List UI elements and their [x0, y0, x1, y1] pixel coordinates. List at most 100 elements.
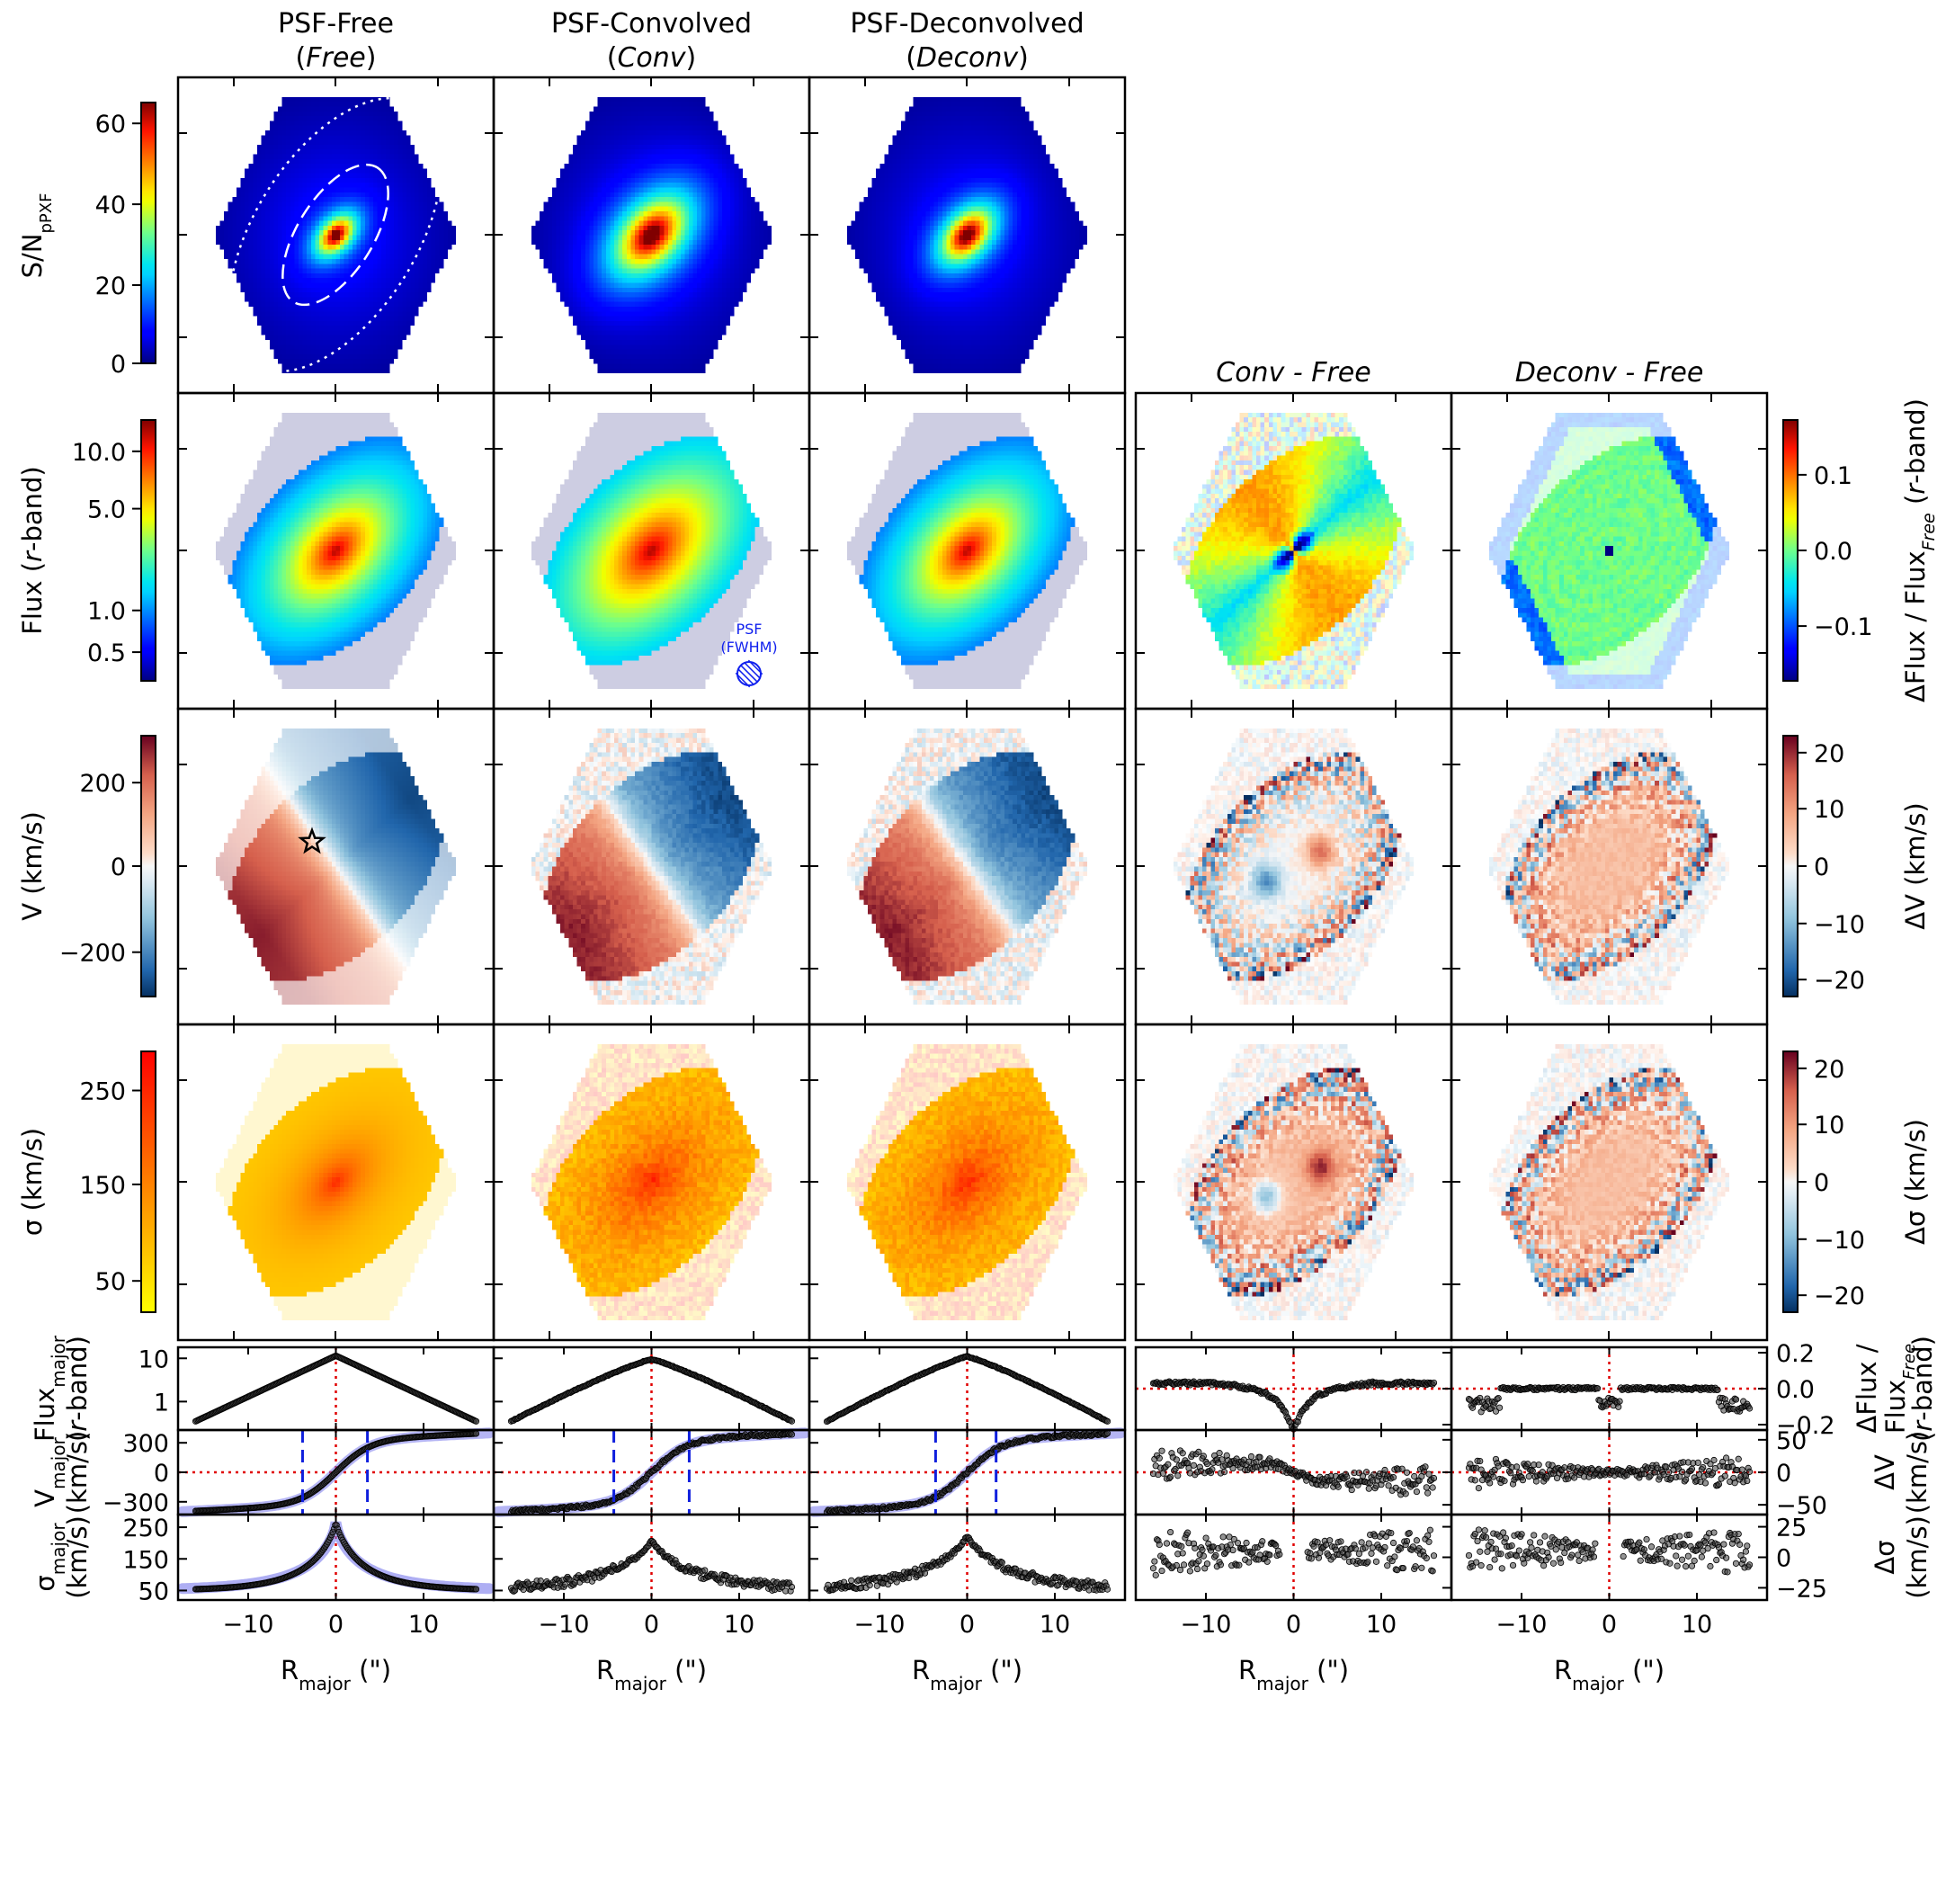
- profile-ylabel: (r-band): [1907, 1336, 1937, 1442]
- data-point: [1344, 1551, 1352, 1558]
- data-point: [1426, 1526, 1434, 1533]
- psf-fwhm-label: (FWHM): [720, 639, 777, 656]
- profile-points: [823, 1353, 1111, 1426]
- data-point: [1521, 1560, 1528, 1567]
- data-point: [1423, 1484, 1430, 1491]
- data-point: [1159, 1470, 1166, 1477]
- data-point: [1234, 1539, 1242, 1547]
- data-point: [1744, 1542, 1751, 1550]
- data-point: [1179, 1450, 1186, 1457]
- data-point: [788, 1431, 796, 1438]
- cbar-tick-label: 10: [1814, 1112, 1844, 1140]
- data-point: [1513, 1463, 1521, 1470]
- map-ylabel: V (km/s): [17, 811, 48, 921]
- cbar-tick-label: 0.1: [1814, 462, 1852, 490]
- star-marker: [298, 827, 326, 854]
- data-point: [1158, 1567, 1165, 1575]
- map-sn-1: [519, 83, 784, 388]
- y-tick-label: 0.0: [1776, 1376, 1815, 1404]
- x-tick-label: −10: [1496, 1611, 1548, 1639]
- data-point: [1103, 1586, 1111, 1593]
- data-point: [1308, 1555, 1315, 1562]
- data-point: [1720, 1541, 1727, 1548]
- data-point: [1666, 1560, 1674, 1567]
- data-point: [1245, 1559, 1253, 1566]
- data-point: [1186, 1568, 1193, 1575]
- data-point: [1495, 1404, 1504, 1411]
- data-point: [1192, 1544, 1199, 1551]
- data-point: [1643, 1535, 1650, 1543]
- data-point: [1471, 1477, 1478, 1484]
- data-point: [1365, 1485, 1372, 1492]
- y-tick-label: −300: [103, 1489, 169, 1517]
- data-point: [1691, 1557, 1698, 1564]
- data-point: [1723, 1454, 1730, 1462]
- data-point: [1744, 1477, 1751, 1485]
- data-point: [1501, 1478, 1508, 1485]
- data-point: [1740, 1556, 1747, 1563]
- profile-points: [192, 1353, 480, 1425]
- x-tick-label: −10: [1181, 1611, 1232, 1639]
- map-flux-0: [203, 398, 469, 703]
- data-point: [788, 1417, 796, 1425]
- cbar-tick-label: −200: [59, 940, 126, 968]
- data-point: [1513, 1552, 1521, 1560]
- data-point: [848, 1577, 855, 1584]
- data-point: [1732, 1560, 1740, 1567]
- data-point: [866, 1582, 873, 1589]
- diff-ylabel: ΔFlux / FluxFree (r-band): [1900, 398, 1937, 702]
- data-point: [1477, 1457, 1484, 1465]
- map-ylabel: σ (km/s): [17, 1128, 48, 1236]
- data-point: [1202, 1534, 1210, 1542]
- data-point: [1497, 1551, 1504, 1558]
- column-title-sub: (Free): [296, 42, 377, 74]
- map-sn-0: [203, 83, 469, 388]
- data-point: [1524, 1461, 1531, 1468]
- x-axis-label: Rmajor ("): [281, 1655, 391, 1694]
- diff-title: Conv - Free: [1216, 357, 1370, 389]
- cbar-tick-label: 10.0: [72, 439, 126, 467]
- diff-map-dflux-0: [1161, 398, 1426, 703]
- diff-map-dflux-1: [1477, 398, 1742, 703]
- x-tick-label: −10: [223, 1611, 274, 1639]
- data-point: [472, 1586, 480, 1593]
- data-point: [1209, 1466, 1216, 1473]
- data-point: [1158, 1447, 1165, 1454]
- data-point: [1429, 1568, 1436, 1575]
- y-tick-label: 300: [122, 1430, 169, 1458]
- data-point: [1663, 1463, 1670, 1470]
- colorbar-left: [140, 1050, 156, 1313]
- cbar-tick-label: 10: [1814, 796, 1844, 824]
- overlay-layer: [140, 96, 1799, 1600]
- data-point: [1745, 1468, 1754, 1475]
- data-point: [1352, 1545, 1359, 1552]
- data-point: [1152, 1571, 1159, 1578]
- data-point: [1184, 1529, 1192, 1536]
- data-point: [1688, 1465, 1696, 1472]
- y-tick-label: 1: [154, 1389, 169, 1417]
- data-point: [1545, 1553, 1552, 1560]
- cbar-tick-label: −20: [1814, 967, 1865, 995]
- map-sig-2: [835, 1030, 1100, 1335]
- data-point: [1372, 1558, 1380, 1565]
- data-point: [1673, 1552, 1680, 1560]
- cbar-tick-label: 20: [95, 273, 126, 300]
- profile-ylabel: (km/s): [62, 1431, 93, 1515]
- data-point: [1403, 1469, 1411, 1476]
- data-point: [1683, 1476, 1690, 1483]
- diff-title: Deconv - Free: [1515, 357, 1704, 389]
- data-point: [1216, 1450, 1223, 1457]
- x-axis-label: Rmajor ("): [1554, 1655, 1665, 1694]
- diff-map-dv-1: [1477, 714, 1742, 1019]
- data-point: [1745, 1561, 1754, 1569]
- cbar-tick-label: 40: [95, 192, 126, 219]
- data-point: [1616, 1398, 1623, 1405]
- data-point: [1701, 1479, 1709, 1487]
- data-point: [1266, 1551, 1273, 1559]
- data-point: [1178, 1542, 1185, 1550]
- x-axis-label: Rmajor ("): [1238, 1655, 1349, 1694]
- data-point: [1647, 1543, 1656, 1551]
- data-point: [1103, 1417, 1111, 1425]
- psf-hatch: [740, 665, 758, 683]
